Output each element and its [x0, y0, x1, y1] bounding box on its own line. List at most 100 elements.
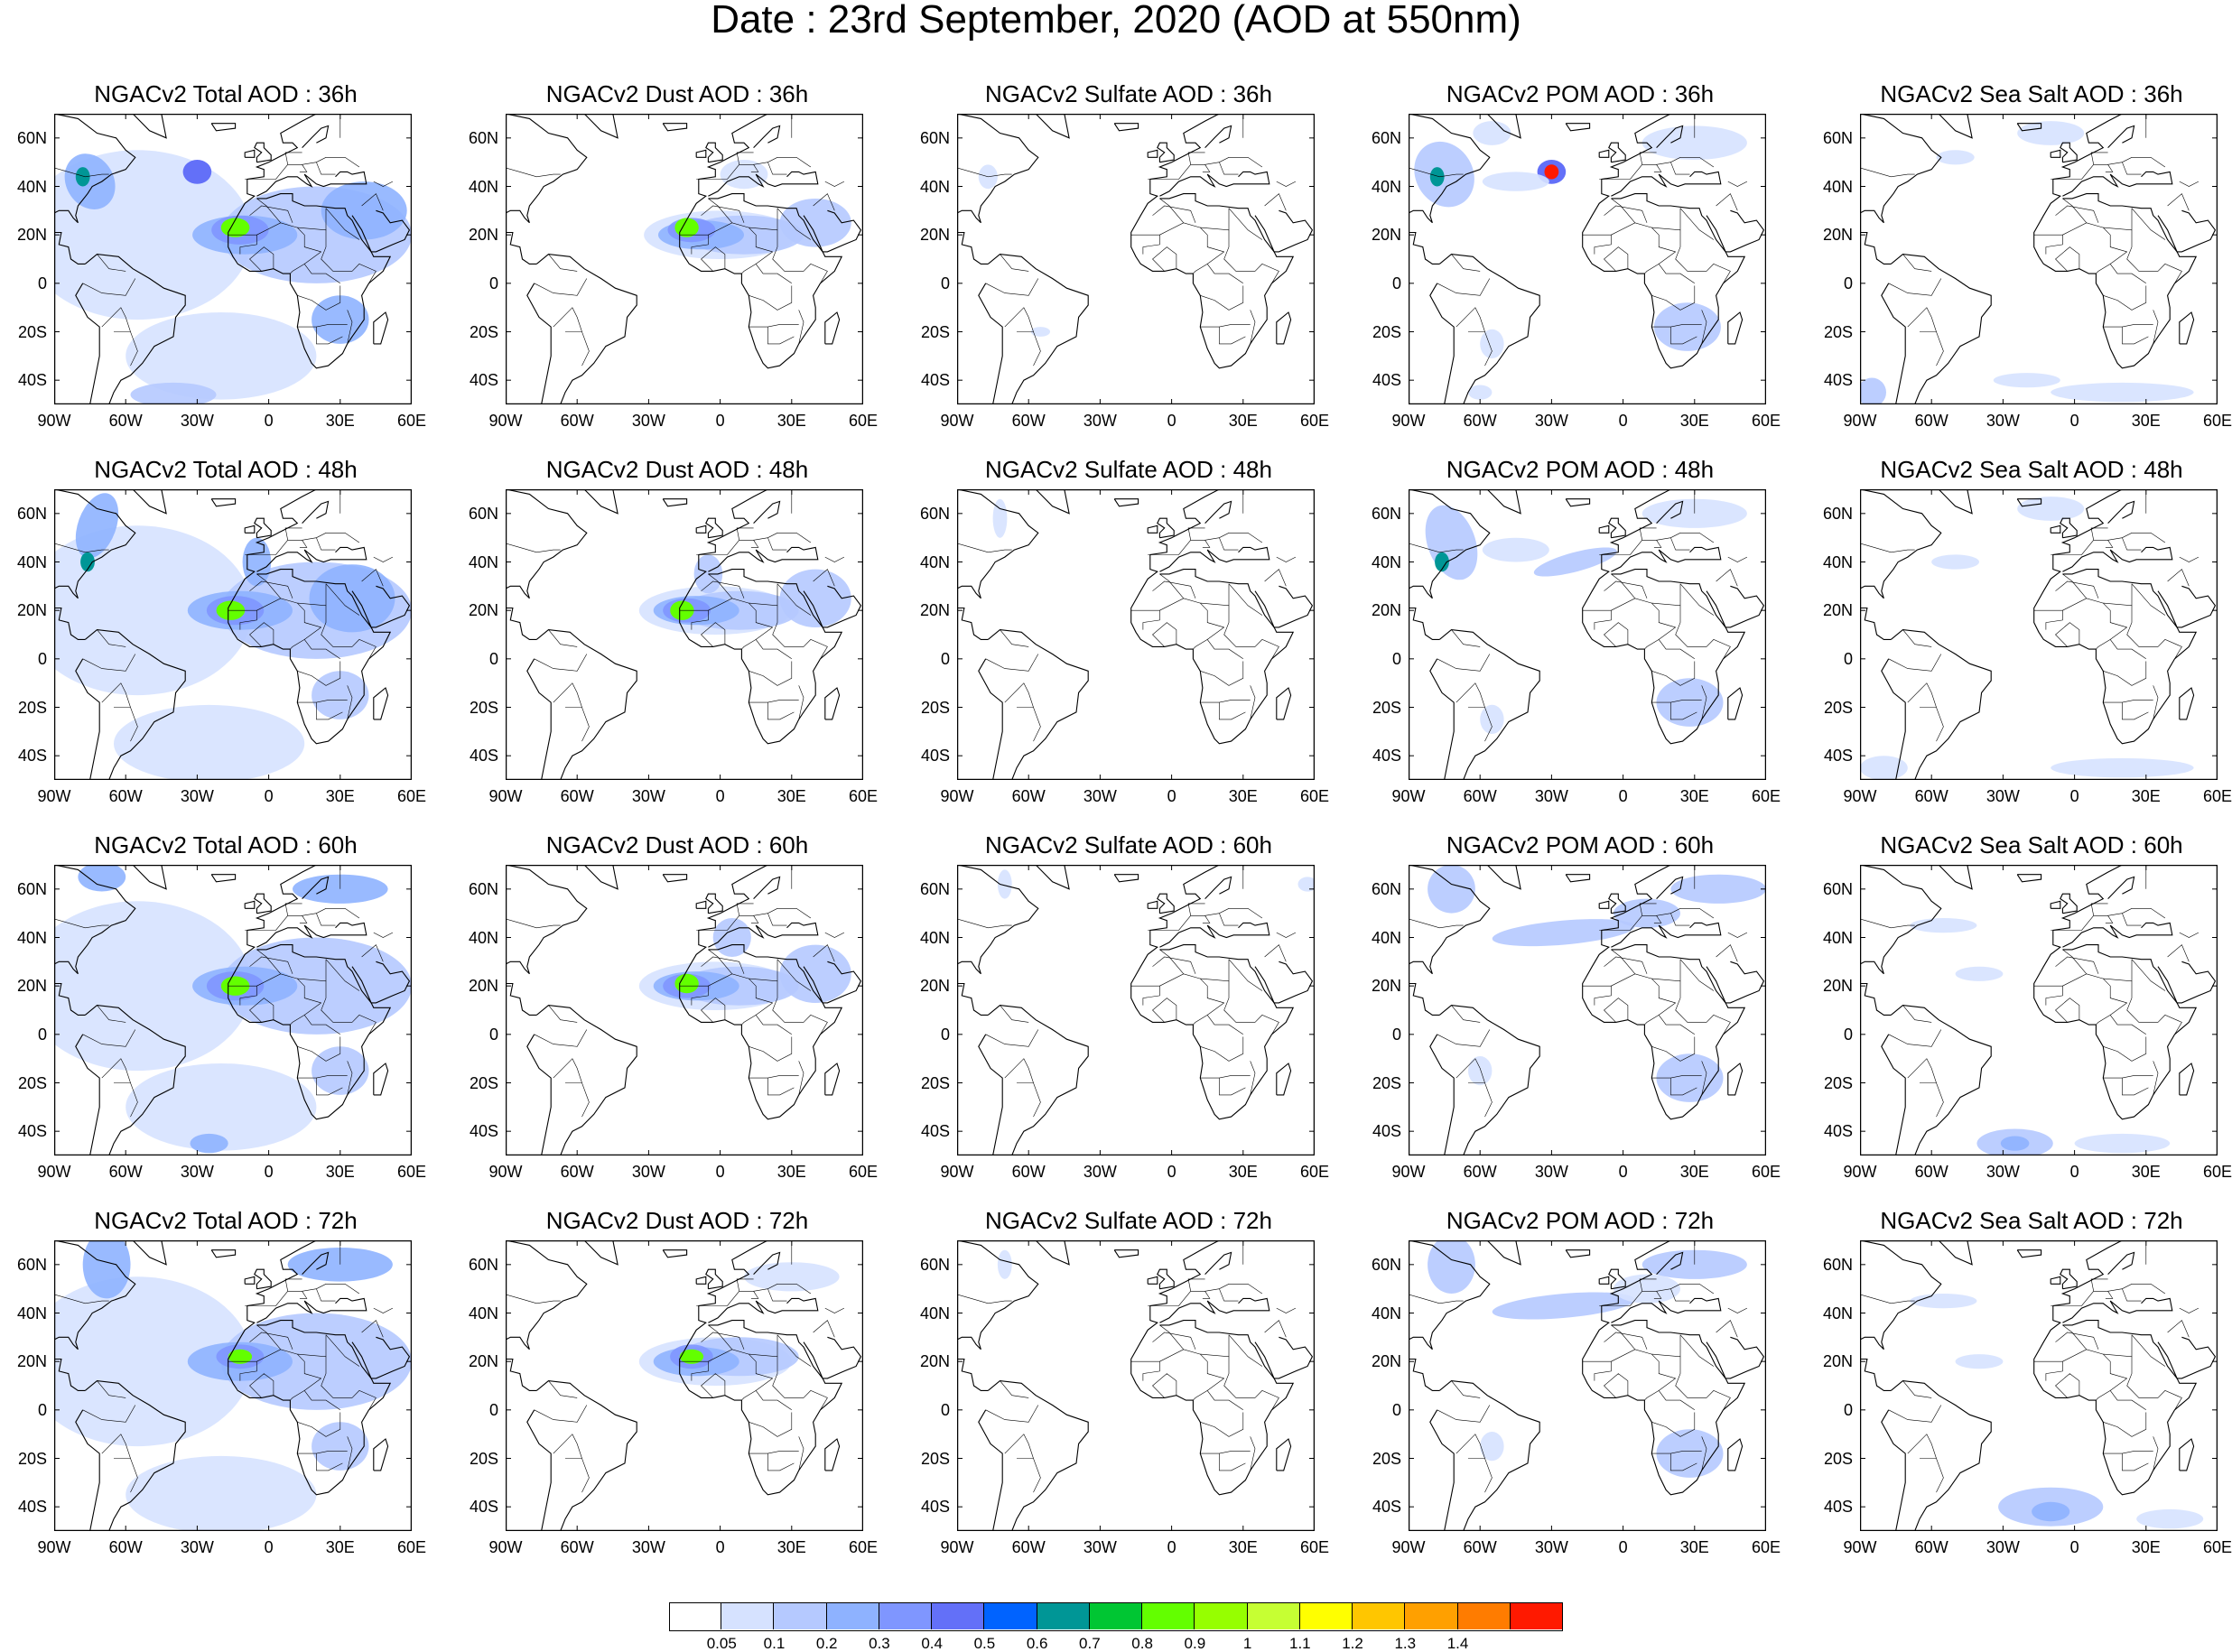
country-border	[1276, 932, 1297, 938]
coastline	[2033, 489, 2198, 745]
map-panel-sulfate-48h: NGACv2 Sulfate AOD : 48h 60N 40N 20N 0 20S 40S…	[903, 455, 1354, 816]
aod-shading	[312, 1422, 369, 1471]
coastline	[351, 209, 411, 253]
coastline	[132, 114, 167, 139]
colorbar-swatch	[1353, 1602, 1406, 1629]
country-border	[1675, 1356, 1707, 1398]
lon-tick-label: 60W	[1011, 787, 1046, 805]
country-border	[2157, 1015, 2182, 1035]
country-border	[1250, 310, 1256, 344]
lon-tick-label: 60E	[2202, 1538, 2232, 1556]
coastline	[1130, 114, 1295, 369]
country-border	[316, 1288, 336, 1302]
country-border	[256, 1324, 282, 1350]
country-border	[1611, 573, 1636, 599]
aod-shading	[1297, 877, 1315, 892]
country-border	[256, 973, 321, 1004]
country-border	[755, 639, 792, 660]
coastline	[1035, 114, 1070, 139]
coastline	[695, 524, 707, 534]
map-area	[54, 114, 412, 404]
colorbar-swatch	[1089, 1602, 1143, 1629]
aod-map	[1860, 865, 2218, 1155]
country-border	[373, 181, 394, 187]
country-border	[97, 1380, 126, 1398]
coastline	[2050, 524, 2061, 534]
coastline	[1147, 900, 1158, 909]
country-border	[696, 157, 812, 180]
country-border	[290, 1378, 321, 1401]
country-border	[54, 1294, 109, 1304]
country-border	[249, 622, 274, 647]
panel-title: NGACv2 Dust AOD : 48h	[545, 456, 809, 483]
lat-tick-label: 20N	[919, 1352, 950, 1371]
country-border	[101, 1434, 131, 1459]
panel-title: NGACv2 Sulfate AOD : 72h	[985, 1207, 1272, 1234]
coastline	[583, 489, 618, 515]
lon-tick-label: 90W	[37, 1538, 71, 1556]
coastline	[132, 489, 167, 515]
lat-tick-label: 40N	[1371, 177, 1401, 196]
country-border	[1200, 583, 1230, 607]
country-border	[2090, 903, 2108, 916]
lat-tick-label: 40S	[17, 747, 47, 766]
country-border	[1582, 234, 1612, 255]
coastline	[1486, 114, 1521, 139]
country-border	[1651, 583, 1681, 607]
lat-tick-label: 20S	[469, 698, 498, 717]
country-border	[297, 1412, 341, 1437]
country-border	[1000, 1005, 1029, 1023]
country-border	[1437, 1405, 1491, 1423]
lon-tick-label: 60E	[396, 1538, 427, 1556]
country-border	[1202, 915, 1211, 923]
country-border	[2157, 1390, 2182, 1410]
country-border	[1200, 1451, 1251, 1454]
country-border	[1455, 682, 1485, 708]
colorbar-swatch	[984, 1602, 1037, 1629]
country-border	[256, 573, 282, 599]
lat-tick-label: 20N	[1822, 977, 1853, 996]
map-border	[957, 865, 1315, 1155]
lat-tick-label: 60N	[1822, 1255, 1853, 1274]
country-border	[1902, 1380, 1932, 1398]
lon-tick-label: 90W	[1843, 787, 1877, 805]
coastline	[1130, 1240, 1295, 1496]
aod-shading	[1614, 898, 1680, 928]
aod-shading	[130, 382, 217, 404]
country-border	[701, 246, 726, 272]
coastline	[1276, 1438, 1292, 1471]
map-panel-dust-48h: NGACv2 Dust AOD : 48h 60N 40N 20N 0 20S 40S 90W…	[451, 455, 903, 816]
country-border	[1200, 1412, 1244, 1437]
country-border	[2033, 609, 2063, 630]
aod-shading	[2051, 757, 2194, 778]
country-border	[1409, 1294, 1464, 1304]
country-border	[1604, 956, 1648, 974]
country-border	[1455, 1434, 1485, 1459]
coastline	[84, 1005, 186, 1155]
country-border	[1670, 702, 1697, 720]
aod-shading	[1641, 498, 1747, 528]
aod-shading	[1492, 1292, 1635, 1320]
map-panel-dust-72h: NGACv2 Dust AOD : 72h 60N 40N 20N 0 20S 40S 90W…	[451, 1206, 903, 1567]
aod-shading	[182, 160, 212, 184]
lat-tick-label: 60N	[1371, 128, 1401, 147]
map-area	[506, 865, 863, 1155]
country-border	[813, 1320, 835, 1338]
lon-tick-label: 60W	[1011, 1163, 1046, 1181]
lat-tick-label: 40N	[468, 928, 498, 947]
coastline	[228, 114, 392, 369]
aod-map	[1860, 114, 2218, 404]
lon-tick-label: 30W	[1534, 1163, 1568, 1181]
aod-shading	[1480, 1432, 1504, 1462]
country-border	[2131, 1334, 2166, 1367]
country-border	[1264, 1320, 1287, 1338]
lat-tick-label: 20N	[468, 601, 498, 620]
country-border	[1651, 1036, 1696, 1062]
lon-tick-label: 60E	[1299, 412, 1330, 430]
country-border	[2167, 569, 2190, 587]
map-area	[1409, 865, 1766, 1155]
country-border	[361, 944, 384, 962]
lat-tick-label: 20N	[1371, 601, 1401, 620]
map-panel-total-36h: NGACv2 Total AOD : 36h 60N 40N 20N 0 20S 40S 90…	[0, 79, 451, 441]
lat-tick-label: 0	[1843, 649, 1853, 668]
